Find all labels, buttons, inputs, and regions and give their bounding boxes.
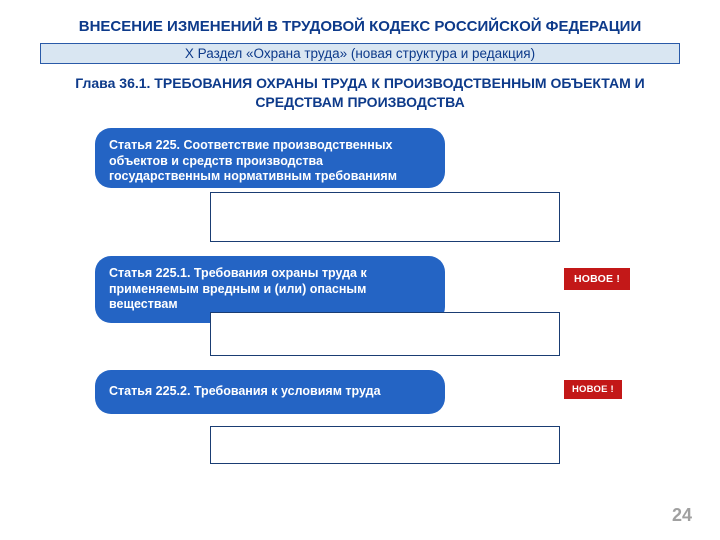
description-box-3 xyxy=(210,426,560,464)
description-box-1 xyxy=(210,192,560,242)
new-badge-1: НОВОЕ ! xyxy=(564,268,630,290)
article-225-2: Статья 225.2. Требования к условиям труд… xyxy=(95,370,445,414)
new-badge-2: НОВОЕ ! xyxy=(564,380,622,399)
page-title: ВНЕСЕНИЕ ИЗМЕНЕНИЙ В ТРУДОВОЙ КОДЕКС РОС… xyxy=(0,0,720,35)
page-number: 24 xyxy=(672,505,692,526)
section-bar: Х Раздел «Охрана труда» (новая структура… xyxy=(40,43,680,64)
chapter-title: Глава 36.1. ТРЕБОВАНИЯ ОХРАНЫ ТРУДА К ПР… xyxy=(0,64,720,112)
description-box-2 xyxy=(210,312,560,356)
article-225: Статья 225. Соответствие производственны… xyxy=(95,128,445,188)
